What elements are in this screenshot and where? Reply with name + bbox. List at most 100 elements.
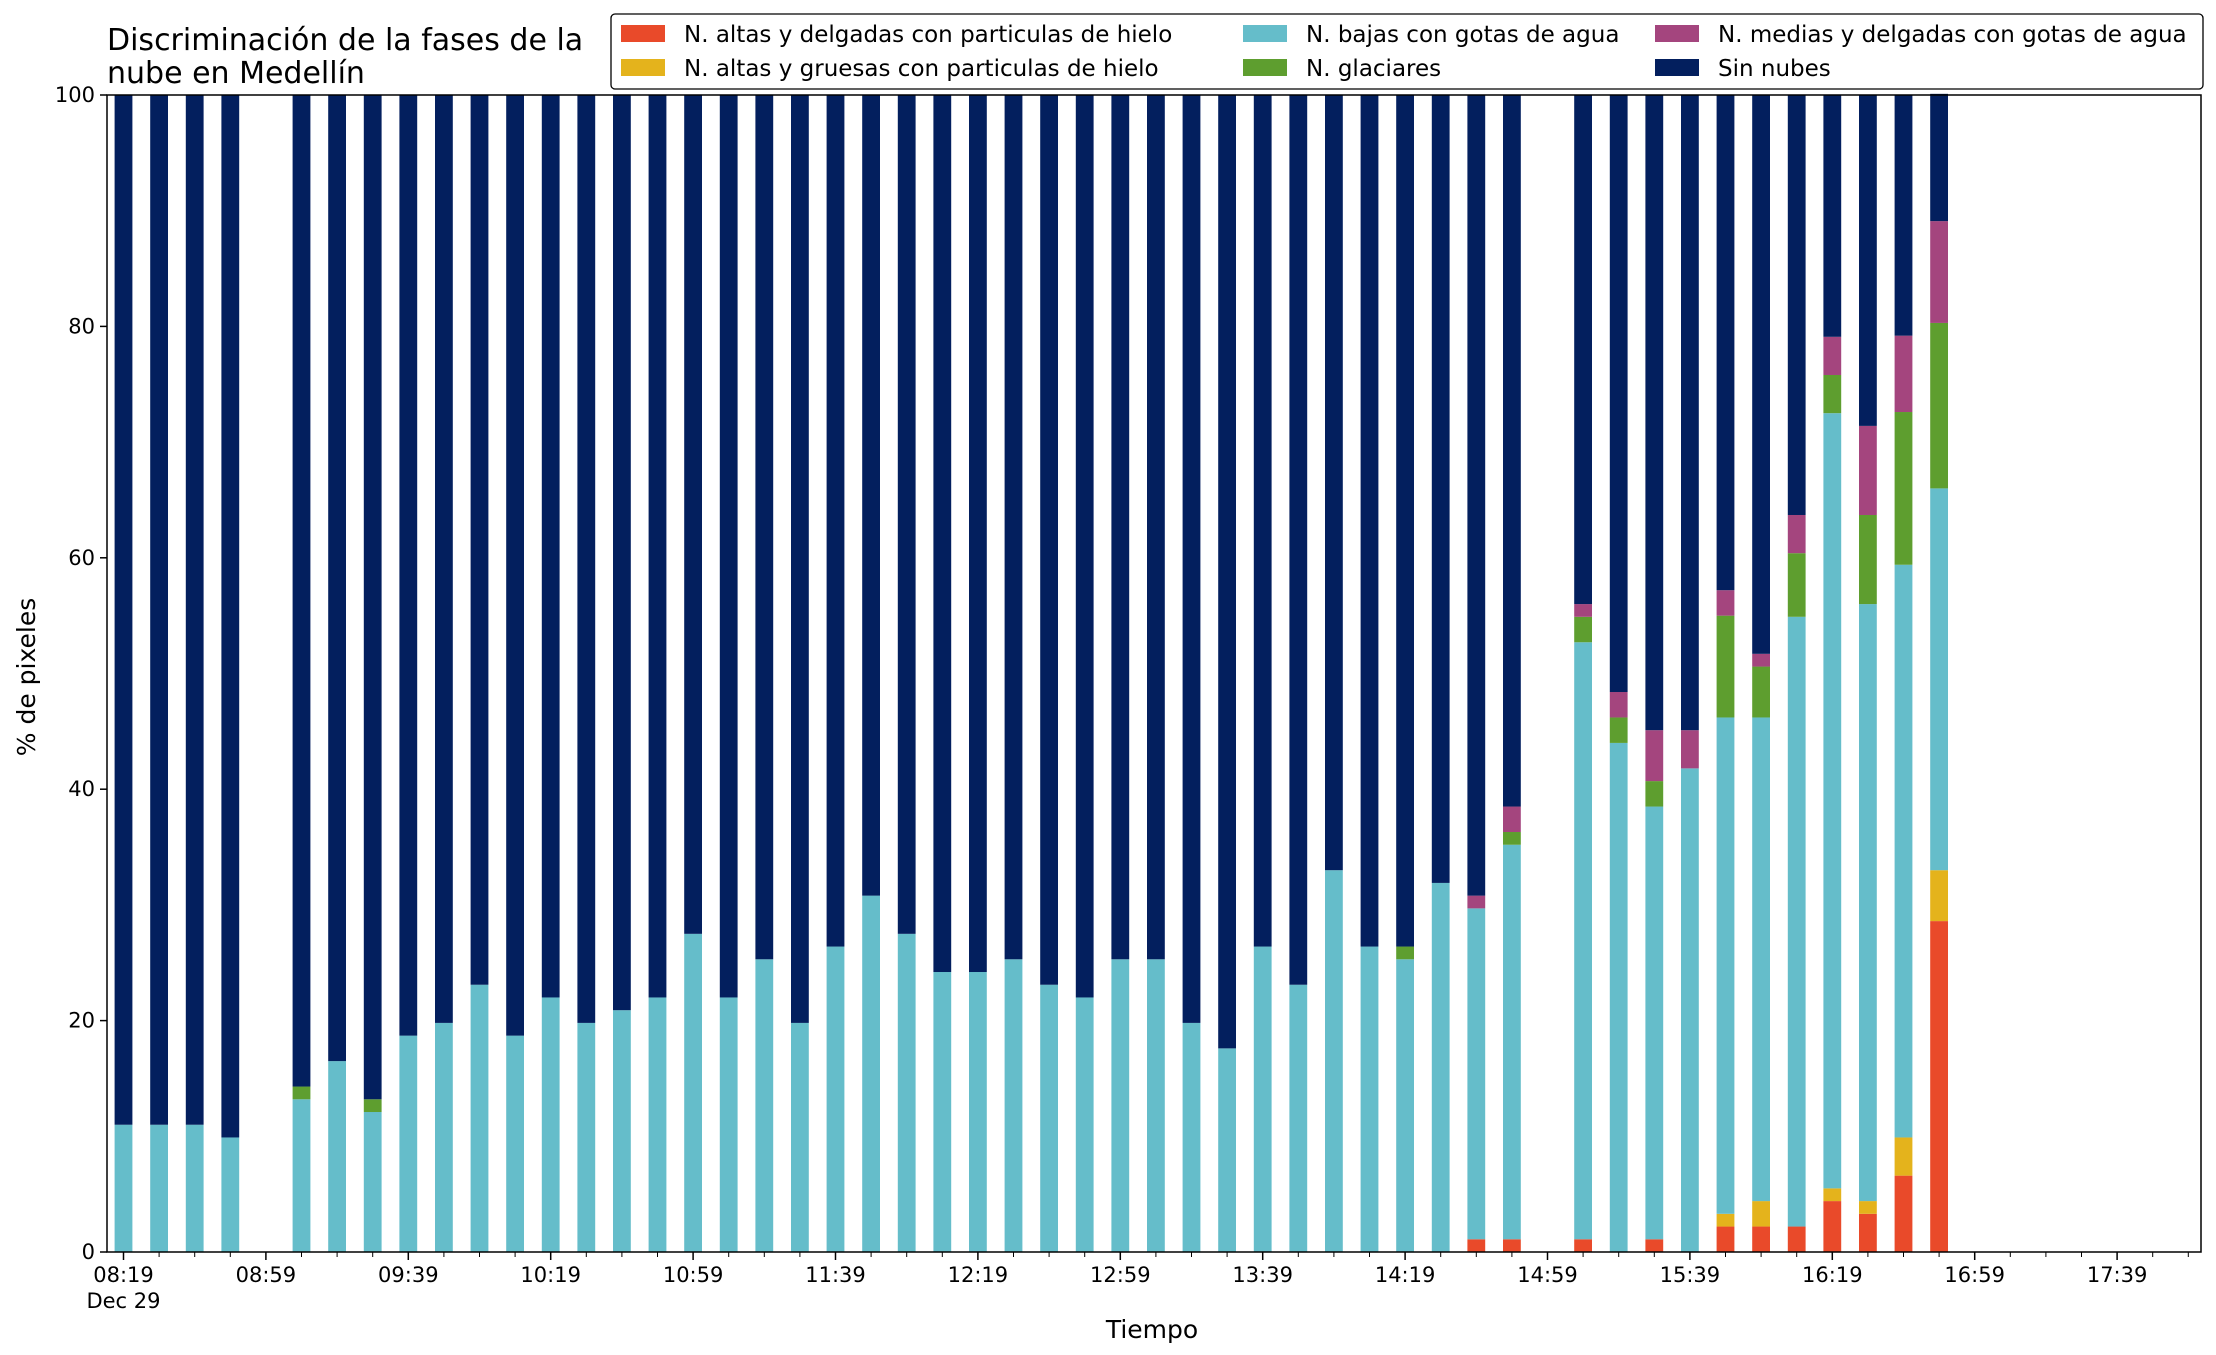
bar-segment-s5-1139 — [826, 95, 845, 947]
bar-segment-s4-1529 — [1645, 730, 1664, 782]
bar-segment-s4-1609 — [1787, 514, 1806, 554]
bar-segment-s2-1539 — [1681, 768, 1699, 1252]
bar-segment-s2-1409 — [1360, 946, 1379, 1252]
bar-segment-s1-1649 — [1930, 870, 1948, 922]
bar-segment-s4-1509 — [1574, 604, 1592, 617]
legend-label: N. bajas con gotas de agua — [1306, 22, 1619, 48]
bar-segment-s5-1049 — [648, 95, 667, 998]
legend-label: N. medias y delgadas con gotas de agua — [1718, 22, 2187, 48]
bar-segment-s2-1549 — [1716, 717, 1735, 1214]
bar-segment-s2-1009 — [506, 1035, 524, 1252]
bar-segment-s5-1219 — [969, 95, 987, 973]
bar-segment-s2-1439 — [1467, 908, 1486, 1240]
bar-segment-s5-0919 — [328, 95, 346, 1062]
bar-segment-s0-1639 — [1894, 1175, 1913, 1252]
bar-segment-s2-1039 — [613, 1010, 631, 1252]
y-tick-label: 80 — [68, 314, 95, 338]
legend-swatch — [1243, 25, 1287, 42]
bar-segment-s5-1259 — [1111, 95, 1130, 960]
bar-segment-s4-1649 — [1930, 221, 1948, 323]
bar-segment-s2-0959 — [470, 984, 489, 1252]
bar-segment-s5-0829 — [150, 95, 168, 1125]
legend-label: N. glaciares — [1306, 56, 1441, 82]
bar-segment-s5-1159 — [897, 95, 916, 934]
bar-segment-s3-0909 — [292, 1086, 311, 1100]
bar-segment-s2-1149 — [862, 895, 880, 1252]
bar-segment-s5-1549 — [1716, 95, 1735, 591]
bar-segment-s3-1619 — [1823, 374, 1842, 414]
bar-segment-s5-1309 — [1147, 95, 1165, 960]
bar-segment-s3-0929 — [363, 1099, 382, 1113]
bar-segment-s2-1449 — [1503, 844, 1521, 1240]
bar-segment-s3-1649 — [1930, 322, 1948, 489]
bar-segment-s5-1539 — [1681, 95, 1699, 731]
bar-segment-s2-1019 — [541, 997, 560, 1252]
bar-segment-s3-1629 — [1859, 514, 1877, 605]
bar-segment-s5-1609 — [1787, 95, 1806, 515]
bar-segment-s5-1209 — [933, 95, 952, 973]
bar-segment-s1-1639 — [1894, 1137, 1913, 1176]
y-tick-label: 40 — [68, 777, 95, 801]
bars-layer — [114, 93, 1948, 1252]
bar-segment-s4-1629 — [1859, 425, 1877, 515]
bar-segment-s5-1639 — [1894, 95, 1913, 336]
bar-segment-s2-0829 — [150, 1124, 168, 1252]
bar-segment-s0-1509 — [1574, 1239, 1592, 1252]
legend-swatch — [1655, 25, 1699, 42]
bar-segment-s2-1419 — [1396, 959, 1414, 1252]
bar-segment-s5-1119 — [755, 95, 774, 960]
bar-segment-s2-1349 — [1289, 984, 1308, 1252]
bar-segment-s4-1539 — [1681, 730, 1699, 769]
x-tick-label: 09:39 — [378, 1263, 439, 1287]
bar-segment-s2-1259 — [1111, 959, 1130, 1252]
y-axis-label: % de pixeles — [12, 598, 41, 756]
bar-segment-s2-0949 — [435, 1022, 453, 1252]
legend-box — [610, 13, 2204, 90]
legend-swatch — [1655, 59, 1699, 76]
bar-segment-s2-1159 — [897, 933, 916, 1252]
bar-segment-s2-0849 — [221, 1137, 240, 1252]
bar-segment-s2-1249 — [1075, 997, 1094, 1252]
bar-segment-s2-0919 — [328, 1061, 346, 1252]
bar-segment-s2-1139 — [826, 946, 845, 1252]
bar-segment-s2-1049 — [648, 997, 667, 1252]
bar-segment-s2-1319 — [1182, 1022, 1201, 1252]
bar-segment-s5-1559 — [1752, 95, 1770, 654]
bar-segment-s5-1439 — [1467, 95, 1486, 896]
bar-segment-s5-1319 — [1182, 95, 1201, 1023]
bar-segment-s5-1019 — [541, 95, 560, 998]
bar-segment-s0-1529 — [1645, 1239, 1664, 1252]
x-tick-label: 15:39 — [1660, 1263, 1721, 1287]
bar-segment-s1-1619 — [1823, 1188, 1842, 1202]
bar-segment-s3-1449 — [1503, 832, 1521, 845]
bar-segment-s4-1639 — [1894, 335, 1913, 413]
bar-segment-s5-1619 — [1823, 95, 1842, 337]
bar-segment-s3-1509 — [1574, 616, 1592, 643]
bar-segment-s3-1609 — [1787, 553, 1806, 617]
legend-label: Sin nubes — [1718, 56, 1831, 82]
legend-swatch — [1243, 59, 1287, 76]
bar-segment-s2-1329 — [1218, 1048, 1236, 1252]
bar-segment-s2-1219 — [969, 972, 987, 1252]
bar-segment-s5-0929 — [363, 95, 382, 1100]
bar-segment-s5-1359 — [1325, 95, 1343, 871]
bar-segment-s5-1239 — [1040, 95, 1058, 985]
bar-segment-s0-1619 — [1823, 1201, 1842, 1252]
legend-swatch — [621, 25, 665, 42]
bar-segment-s5-1429 — [1431, 95, 1450, 883]
bar-segment-s2-1209 — [933, 972, 952, 1252]
bar-segment-s5-1029 — [577, 95, 596, 1023]
bar-segment-s3-1419 — [1396, 946, 1414, 960]
bar-segment-s5-1059 — [684, 95, 702, 934]
bar-segment-s5-1329 — [1218, 95, 1236, 1049]
bar-segment-s2-1429 — [1431, 882, 1450, 1252]
bar-segment-s2-1229 — [1004, 959, 1023, 1252]
bar-segment-s5-1649 — [1930, 93, 1948, 222]
bar-segment-s2-1629 — [1859, 604, 1877, 1202]
legend-swatch — [621, 59, 665, 76]
bar-segment-s3-1519 — [1609, 717, 1628, 743]
bar-segment-s2-1119 — [755, 959, 774, 1252]
bar-segment-s5-1009 — [506, 95, 524, 1036]
plot-frame — [106, 94, 2202, 1253]
